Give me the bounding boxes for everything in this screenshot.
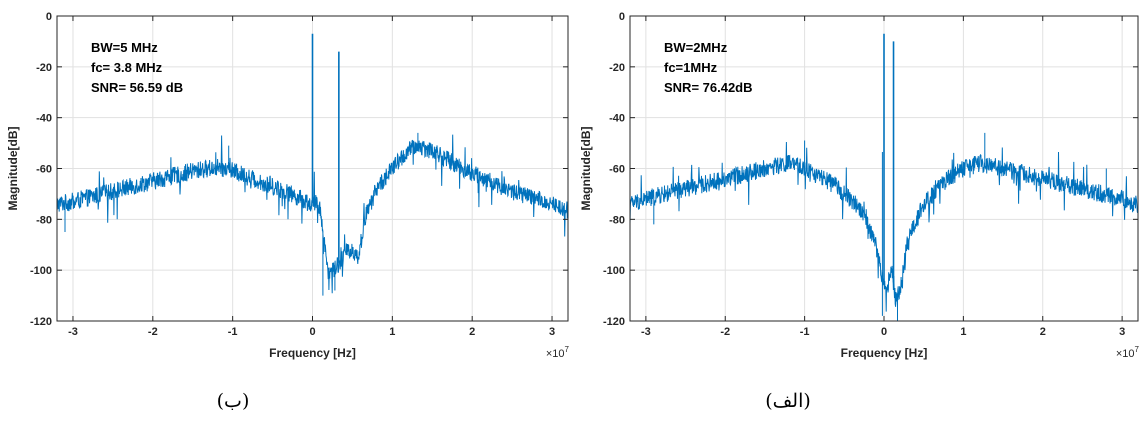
right-spectrum-plot: -3 -2 -1 0 1 2 3 0 -20 -40 -60 -80 -100 -120 Frequency… [579,11,1140,360]
x-tick-label: -3 [641,326,651,338]
x-tick-label: -1 [228,326,238,338]
x-tick-label: -3 [68,326,78,338]
y-tick-label: -20 [609,62,625,74]
y-tick-label: -40 [609,113,625,125]
y-tick-label: -120 [603,316,625,328]
y-tick-label: -40 [36,113,52,125]
x-tick-label: 3 [1119,326,1125,338]
x-axis-label: Frequency [Hz] [269,346,356,360]
annotation-text: fc=1MHz [664,60,718,75]
x-axis-exponent: ×107 [546,345,570,360]
y-tick-label: -60 [609,164,625,176]
x-tick-label: 1 [389,326,395,338]
y-axis-label: Magnitude[dB] [6,127,20,211]
x-tick-label: 2 [1040,326,1046,338]
y-tick-label: -80 [609,214,625,226]
y-tick-label: 0 [46,11,52,23]
x-tick-label: 2 [469,326,475,338]
x-tick-label: 1 [960,326,966,338]
x-axis-exponent: ×107 [1116,345,1140,360]
right-plot-caption: (الف) [765,390,811,412]
annotation-text: BW=5 MHz [91,40,158,55]
left-spectrum-plot: -3 -2 -1 0 1 2 3 0 -20 -40 -60 -80 -100 -120 Frequency… [6,11,570,360]
left-plot-caption: (ب) [216,390,250,412]
y-tick-label: -20 [36,62,52,74]
x-tick-label: 3 [549,326,555,338]
y-tick-label: 0 [619,11,625,23]
annotation-text: BW=2MHz [664,40,728,55]
x-tick-label: 0 [881,326,887,338]
annotation-text: SNR= 56.59 dB [91,80,183,95]
x-tick-label: -2 [720,326,730,338]
x-axis-label: Frequency [Hz] [841,346,928,360]
annotation-text: SNR= 76.42dB [664,80,753,95]
annotation-text: fc= 3.8 MHz [91,60,163,75]
y-tick-label: -120 [30,316,52,328]
x-tick-label: -1 [800,326,810,338]
y-axis-label: Magnitude[dB] [579,127,593,211]
x-tick-label: -2 [148,326,158,338]
x-tick-label: 0 [309,326,315,338]
y-tick-label: -100 [30,265,52,277]
y-tick-label: -60 [36,164,52,176]
y-tick-label: -80 [36,214,52,226]
y-tick-label: -100 [603,265,625,277]
